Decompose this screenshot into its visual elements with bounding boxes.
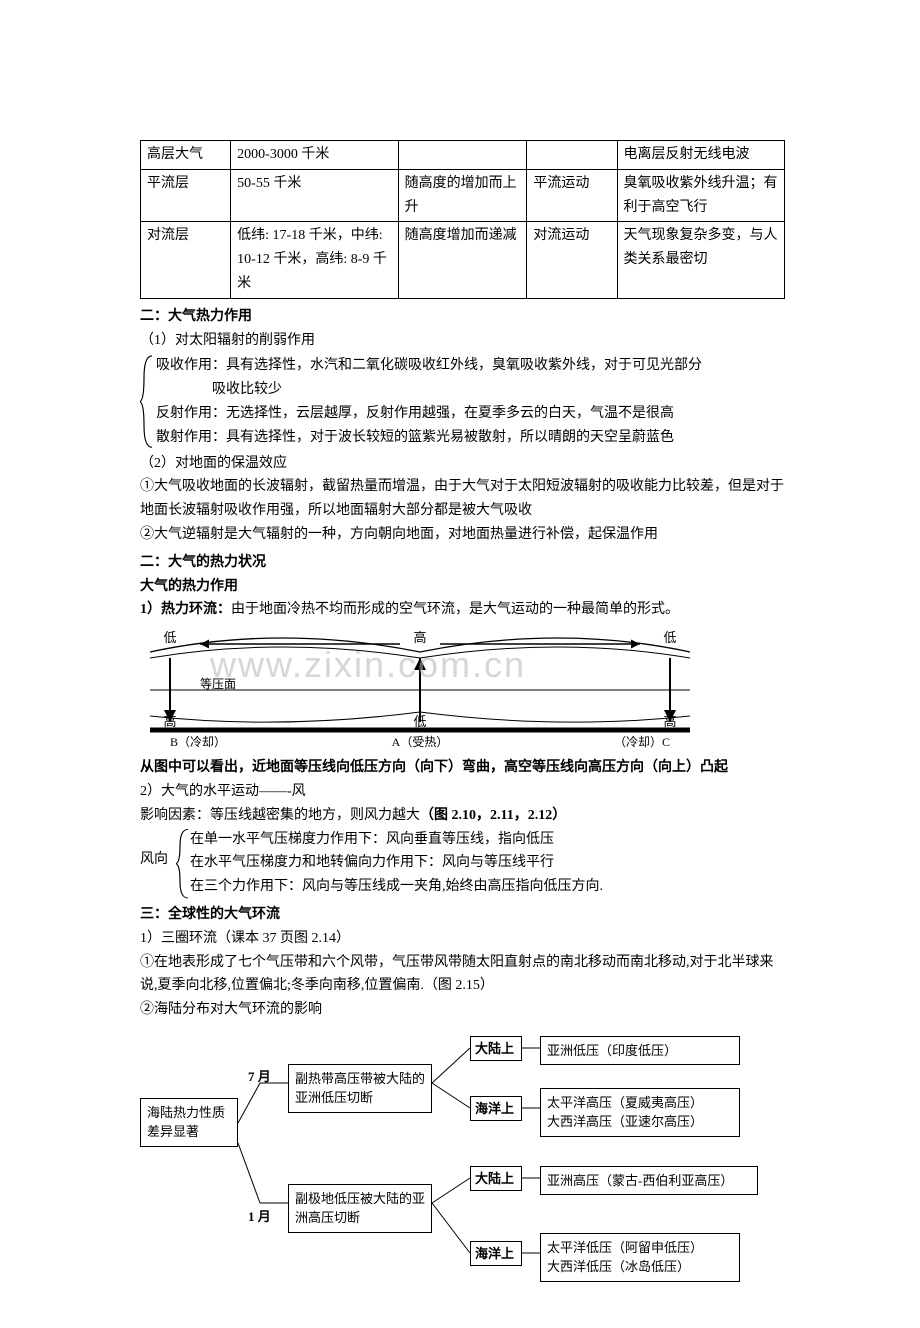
scatter-line: 散射作用：具有选择性，对于波长较短的篮紫光易被散射，所以晴朗的天空呈蔚蓝色 (156, 426, 785, 450)
thermal-circ-line: 1）热力环流：由于地面冷热不均而形成的空气环流，是大气运动的一种最简单的形式。 (140, 598, 785, 622)
flow-r3: 亚洲高压（蒙古-西伯利亚高压） (540, 1166, 758, 1196)
sealand-flowchart: 海陆热力性质差异显著 7 月 1 月 副热带高压带被大陆的亚洲低压切断 副极地低… (140, 1028, 780, 1288)
month-1-label: 1 月 (248, 1206, 271, 1228)
table-cell: 平流层 (141, 169, 231, 222)
sec1-p1: ①大气吸收地面的长波辐射，截留热量而增温，由于大气对于太阳短波辐射的吸收能力比较… (140, 475, 785, 523)
sec3-p1: ①在地表形成了七个气压带和六个风带，气压带风带随太阳直射点的南北移动而南北移动,… (140, 951, 785, 999)
flow-r4: 太平洋低压（阿留申低压） 大西洋低压（冰岛低压） (540, 1233, 740, 1282)
month-7-label: 7 月 (248, 1066, 271, 1088)
tricell-line: 1）三圈环流（课本 37 页图 2.14） (140, 927, 785, 951)
tag-sea-1: 海洋上 (470, 1096, 522, 1122)
table-cell: 对流运动 (527, 222, 617, 298)
table-cell: 电离层反射无线电波 (617, 141, 784, 170)
svg-text:高: 高 (163, 714, 176, 729)
sec1-p2: ②大气逆辐射是大气辐射的一种，方向朝向地面，对地面热量进行补偿，起保温作用 (140, 523, 785, 547)
section-title-2: 二：大气的热力状况 (140, 551, 785, 575)
absorb-line: 吸收作用：具有选择性，水汽和二氧化碳吸收红外线，臭氧吸收紫外线，对于可见光部分 (156, 354, 785, 378)
flow-r4a: 太平洋低压（阿留申低压） (547, 1238, 733, 1258)
svg-text:低: 低 (163, 630, 176, 645)
wind-item-3: 在三个力作用下：风向与等压线成一夹角,始终由高压指向低压方向. (190, 875, 785, 899)
table-cell: 低纬: 17-18 千米，中纬: 10-12 千米，高纬: 8-9 千米 (231, 222, 398, 298)
svg-text:等压面: 等压面 (200, 677, 236, 691)
thermal-circ-desc: 由于地面冷热不均而形成的空气环流，是大气运动的一种最简单的形式。 (231, 602, 679, 617)
thermal-circulation-diagram: www.zixin.com.cn 低 高 低 高 低 高 B（冷却） (140, 630, 700, 750)
svg-text:B（冷却）: B（冷却） (170, 735, 226, 749)
atmosphere-table: 高层大气2000-3000 千米 电离层反射无线电波平流层50-55 千米随高度的… (140, 140, 785, 299)
svg-text:高: 高 (413, 630, 426, 645)
left-brace-icon (176, 828, 190, 899)
table-cell: 臭氧吸收紫外线升温；有利于高空飞行 (617, 169, 784, 222)
table-cell: 天气现象复杂多变，与人类关系最密切 (617, 222, 784, 298)
flow-r2a: 太平洋高压（夏威夷高压） (547, 1093, 733, 1113)
absorb-line-cont: 吸收比较少 (212, 378, 785, 402)
diagram-conclusion: 从图中可以看出，近地面等压线向低压方向（向下）弯曲，高空等压线向高压方向（向上）… (140, 756, 785, 780)
tag-land-1: 大陆上 (470, 1036, 522, 1062)
circulation-svg: 低 高 低 高 低 高 B（冷却） A（受热） （冷却）C 等压面 (140, 630, 700, 750)
svg-text:A（受热）: A（受热） (392, 735, 449, 749)
svg-text:低: 低 (413, 714, 426, 729)
flow-r2b: 大西洋高压（亚速尔高压） (547, 1112, 733, 1132)
flow-left-box: 海陆热力性质差异显著 (140, 1098, 238, 1147)
thermal-circ-label: 1）热力环流： (140, 602, 231, 617)
wind-direction-label: 风向 (140, 848, 168, 872)
tag-sea-2: 海洋上 (470, 1241, 522, 1267)
reflect-line: 反射作用：无选择性，云层越厚，反射作用越强，在夏季多云的白天，气温不是很高 (156, 402, 785, 426)
flow-mid-1: 副极地低压被大陆的亚洲高压切断 (288, 1184, 432, 1233)
table-cell: 随高度的增加而上升 (398, 169, 527, 222)
flow-r4b: 大西洋低压（冰岛低压） (547, 1257, 733, 1277)
left-brace-icon (140, 354, 154, 449)
table-cell: 平流运动 (527, 169, 617, 222)
wind-item-2: 在水平气压梯度力和地转偏向力作用下：风向与等压线平行 (190, 851, 785, 875)
wind-figure-ref: （图 2.10，2.11，2.12） (420, 808, 566, 823)
svg-text:高: 高 (663, 714, 676, 729)
sec3-p2: ②海陆分布对大气环流的影响 (140, 998, 785, 1022)
flow-r1: 亚洲低压（印度低压） (540, 1036, 740, 1066)
wind-factor-text: 影响因素：等压线越密集的地方，则风力越大 (140, 808, 420, 823)
table-cell: 对流层 (141, 222, 231, 298)
wind-direction-block: 风向 在单一水平气压梯度力作用下：风向垂直等压线，指向低压 在水平气压梯度力和地… (140, 828, 785, 899)
flow-mid-7: 副热带高压带被大陆的亚洲低压切断 (288, 1064, 432, 1113)
svg-text:（冷却）C: （冷却）C (614, 735, 670, 749)
table-cell: 高层大气 (141, 141, 231, 170)
wind-title: 2）大气的水平运动——-风 (140, 780, 785, 804)
table-cell (398, 141, 527, 170)
wind-item-1: 在单一水平气压梯度力作用下：风向垂直等压线，指向低压 (190, 828, 785, 852)
table-cell: 2000-3000 千米 (231, 141, 398, 170)
table-cell (527, 141, 617, 170)
tag-land-2: 大陆上 (470, 1166, 522, 1192)
table-cell: 50-55 千米 (231, 169, 398, 222)
radiation-bracket-block: 吸收作用：具有选择性，水汽和二氧化碳吸收红外线，臭氧吸收紫外线，对于可见光部分 … (140, 354, 785, 449)
sec2-sub: 大气的热力作用 (140, 575, 785, 599)
sec1-sub1: （1）对太阳辐射的削弱作用 (140, 329, 785, 353)
section-title-1: 二：大气热力作用 (140, 305, 785, 329)
flow-r2: 太平洋高压（夏威夷高压） 大西洋高压（亚速尔高压） (540, 1088, 740, 1137)
section-title-3: 三：全球性的大气环流 (140, 903, 785, 927)
table-cell: 随高度增加而递减 (398, 222, 527, 298)
wind-factor-line: 影响因素：等压线越密集的地方，则风力越大（图 2.10，2.11，2.12） (140, 804, 785, 828)
sec1-sub2: （2）对地面的保温效应 (140, 452, 785, 476)
svg-text:低: 低 (663, 630, 676, 645)
